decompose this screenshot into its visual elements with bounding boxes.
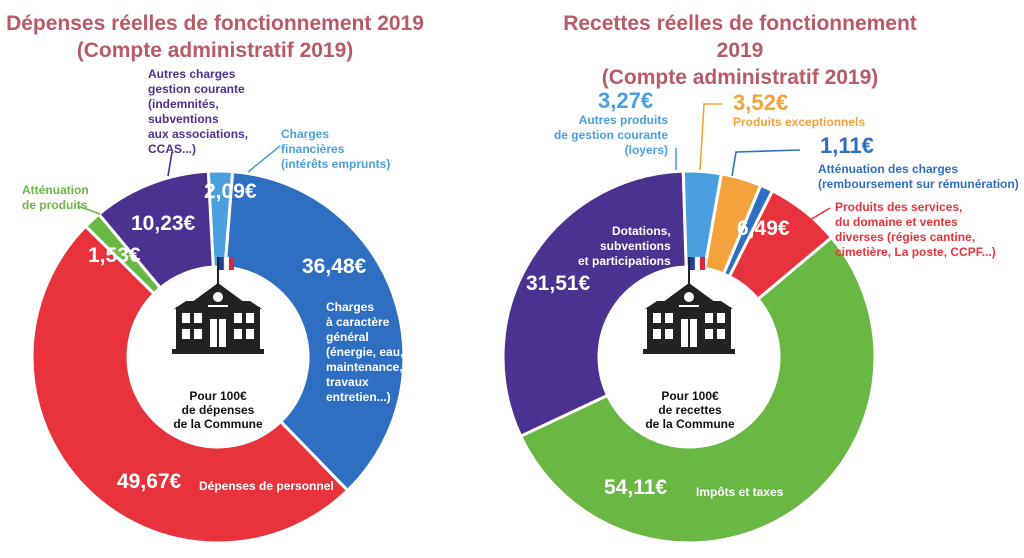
value-label-2-09: 2,09€ — [204, 180, 257, 203]
slice-label-impots-taxes: Impôts et taxes — [696, 485, 784, 499]
chart-title-depenses: Dépenses réelles de fonctionnement 2019 … — [0, 10, 430, 64]
value-label-3-27: 3,27€ — [598, 88, 654, 113]
value-label-36-48: 36,48€ — [302, 255, 367, 278]
slice-label-produits-services: Produits des services, du domaine et ven… — [835, 200, 996, 259]
slice-label-charges-financieres: Charges financières (intérêts emprunts) — [281, 127, 391, 171]
leader-line — [699, 103, 722, 171]
value-label-3-52: 3,52€ — [733, 90, 789, 115]
leader-line — [167, 151, 173, 177]
value-label-49-67: 49,67€ — [117, 470, 182, 493]
slice-label-autres-charges: Autres charges gestion courante (indemni… — [148, 67, 249, 156]
donut-hole — [128, 267, 308, 447]
value-label-31-51: 31,51€ — [526, 272, 591, 295]
leader-line — [77, 205, 101, 215]
town-hall-icon — [643, 256, 735, 354]
leader-line — [731, 149, 801, 177]
slice-label-autres-produits: Autres produits de gestion courante (loy… — [553, 113, 668, 157]
slice-label-depenses-personnel: Dépenses de personnel — [199, 479, 334, 493]
slice-label-produits-exceptionnels: Produits exceptionnels — [733, 115, 866, 129]
chart-title-recettes: Recettes réelles de fonctionnement 2019 … — [540, 10, 940, 91]
title-line: Recettes réelles de fonctionnement 2019 — [563, 12, 917, 62]
subtitle-line: (Compte administratif 2019) — [601, 66, 879, 89]
leader-line — [809, 207, 831, 221]
value-label-1-53: 1,53€ — [88, 244, 141, 267]
slice-label-charges-generales: Charges à caractère général (énergie, ea… — [326, 300, 404, 404]
donut-hole — [599, 267, 779, 447]
value-label-1-11: 1,11€ — [820, 133, 874, 158]
center-label-recettes: Pour 100€ de recettes de la Commune — [645, 389, 735, 431]
title-line: Dépenses réelles de fonctionnement 2019 — [6, 12, 424, 35]
slice-label-attenuation-produits: Atténuation de produits — [22, 183, 89, 212]
slice-label-dotations: Dotations, subventions et participations — [578, 224, 671, 268]
subtitle-line: (Compte administratif 2019) — [76, 39, 354, 62]
value-label-10-23: 10,23€ — [131, 212, 196, 235]
town-hall-icon — [172, 256, 264, 354]
center-label-depenses: Pour 100€ de dépenses de la Commune — [173, 389, 263, 431]
value-label-6-49: 6,49€ — [737, 217, 790, 240]
value-label-54-11: 54,11€ — [604, 476, 668, 499]
slice-label-attenuation-charges: Atténuation des charges (remboursement s… — [818, 162, 1019, 191]
leader-line — [247, 145, 281, 173]
